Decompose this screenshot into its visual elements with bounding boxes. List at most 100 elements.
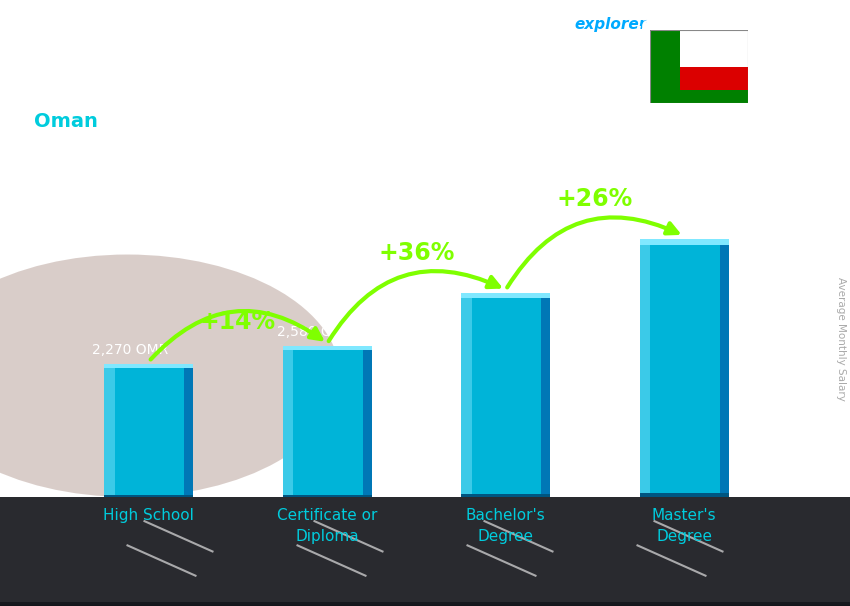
Bar bbox=[0, 604, 850, 606]
Bar bbox=[0, 603, 850, 605]
Bar bbox=[0, 604, 850, 606]
Bar bbox=[0, 603, 850, 605]
Bar bbox=[0, 602, 850, 604]
Bar bbox=[363, 347, 371, 497]
Bar bbox=[680, 30, 748, 67]
Bar bbox=[0, 604, 850, 605]
Bar bbox=[0, 602, 850, 604]
Text: 4,420 OMR: 4,420 OMR bbox=[634, 218, 711, 232]
Bar bbox=[0, 604, 850, 605]
Bar bbox=[0, 602, 850, 605]
Bar bbox=[0, 602, 850, 604]
Bar bbox=[0, 603, 850, 605]
Bar bbox=[0, 602, 850, 604]
Bar bbox=[0, 604, 850, 605]
Bar bbox=[0, 603, 850, 605]
Bar bbox=[0, 602, 850, 605]
Bar bbox=[0, 602, 850, 604]
Bar bbox=[0, 604, 850, 605]
Bar bbox=[0, 602, 850, 604]
Bar bbox=[0, 603, 850, 605]
Bar bbox=[0, 603, 850, 605]
Bar bbox=[0, 603, 850, 605]
Bar bbox=[0, 602, 850, 605]
Bar bbox=[0, 604, 850, 606]
Bar bbox=[0, 602, 850, 605]
Bar bbox=[0, 603, 850, 605]
Bar bbox=[0, 604, 850, 605]
Bar bbox=[0, 604, 850, 605]
Bar bbox=[639, 493, 728, 497]
Bar bbox=[0, 603, 850, 605]
Bar bbox=[0, 603, 850, 605]
Bar bbox=[0, 604, 850, 605]
Bar bbox=[0, 604, 850, 605]
Bar bbox=[720, 239, 728, 497]
Bar bbox=[0, 604, 850, 606]
Bar bbox=[0, 604, 850, 606]
Bar bbox=[0, 604, 850, 606]
Bar bbox=[0, 602, 850, 604]
Bar bbox=[0, 604, 850, 606]
Bar bbox=[0, 602, 850, 605]
Bar bbox=[0, 602, 850, 605]
Bar bbox=[0, 604, 850, 606]
Bar bbox=[0, 602, 850, 604]
FancyBboxPatch shape bbox=[639, 239, 728, 497]
Bar bbox=[0, 604, 850, 606]
Bar bbox=[0, 604, 850, 606]
Bar bbox=[0, 602, 850, 604]
Bar bbox=[0, 604, 850, 605]
Bar bbox=[0, 604, 850, 606]
Bar bbox=[0, 604, 850, 606]
Bar bbox=[0, 604, 850, 605]
Bar bbox=[0, 602, 850, 605]
Bar bbox=[0, 602, 850, 604]
Bar bbox=[0, 602, 850, 604]
Bar bbox=[0, 602, 850, 604]
Bar bbox=[0, 602, 850, 604]
Bar bbox=[0, 602, 850, 605]
Bar bbox=[0, 603, 850, 605]
Bar bbox=[0, 602, 850, 604]
Bar bbox=[0, 604, 850, 606]
Text: 2,270 OMR: 2,270 OMR bbox=[92, 343, 168, 357]
Bar bbox=[0, 603, 850, 605]
Bar bbox=[0, 603, 850, 605]
Bar bbox=[0, 602, 850, 604]
Bar bbox=[0, 602, 850, 604]
Bar bbox=[0, 604, 850, 606]
Bar bbox=[0, 602, 850, 604]
Bar bbox=[0, 604, 850, 605]
Bar bbox=[0, 602, 850, 604]
Bar bbox=[0, 603, 850, 605]
Bar bbox=[0, 604, 850, 606]
Bar bbox=[0, 602, 850, 605]
Bar bbox=[0, 604, 850, 605]
Bar bbox=[0, 604, 850, 605]
Bar bbox=[0, 603, 850, 605]
Bar bbox=[0, 604, 850, 606]
Bar bbox=[0, 603, 850, 605]
Bar bbox=[0, 602, 850, 604]
Ellipse shape bbox=[0, 255, 340, 497]
Bar bbox=[0, 602, 850, 604]
Bar bbox=[0, 603, 850, 605]
Bar bbox=[0, 604, 850, 606]
Bar bbox=[282, 494, 371, 497]
Bar bbox=[0, 604, 850, 605]
Bar bbox=[0, 602, 850, 604]
Bar bbox=[0, 603, 850, 605]
Bar bbox=[0, 602, 850, 604]
Bar bbox=[0, 602, 850, 604]
Text: explorer: explorer bbox=[575, 17, 647, 32]
Bar bbox=[0, 603, 850, 605]
Bar bbox=[0, 602, 850, 604]
Bar bbox=[0, 602, 850, 605]
Bar bbox=[0, 604, 850, 606]
Bar bbox=[0, 602, 850, 604]
Bar bbox=[0, 603, 850, 605]
Bar bbox=[0, 602, 850, 604]
Bar bbox=[0, 602, 850, 605]
Bar bbox=[0, 604, 850, 605]
